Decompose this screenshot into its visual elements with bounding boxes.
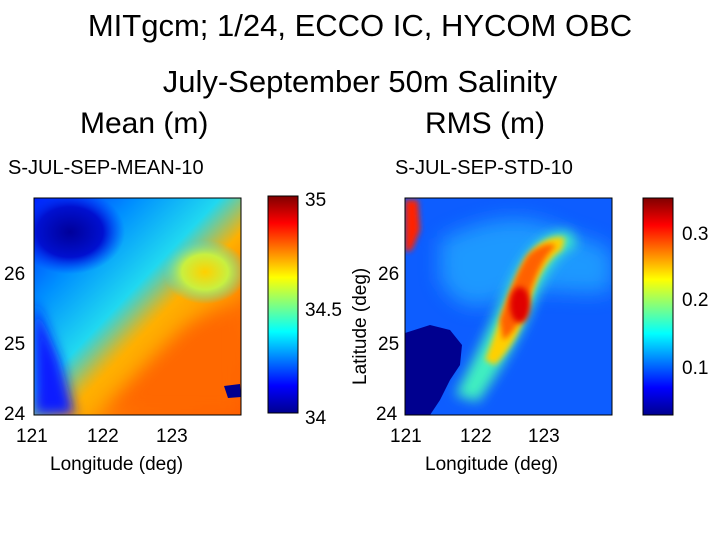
std-cbar-tick-0-2: 0.2	[682, 290, 708, 311]
std-land	[405, 325, 462, 415]
std-front-peak	[510, 287, 530, 323]
std-cbar-tick-0-1: 0.1	[682, 358, 708, 379]
std-ytick-24: 24	[376, 404, 398, 425]
std-plot-frame	[404, 197, 613, 416]
figure-title-line-2: July-September 50m Salinity	[162, 64, 558, 99]
mean-cbar-tick-34-5: 34.5	[305, 300, 342, 321]
mean-west-blue	[34, 300, 75, 415]
mean-cbar-tick-34: 34	[305, 408, 327, 429]
std-colorbar-ticks: 0.3 0.2 0.1	[682, 224, 708, 379]
mean-x-axis-label: Longitude (deg)	[50, 454, 183, 475]
mean-panel-title: S-JUL-SEP-MEAN-10	[8, 157, 204, 179]
mean-colorbar-ticks: 35 34.5 34	[305, 190, 342, 429]
mean-xtick-122: 122	[87, 426, 119, 447]
mean-heatmap	[34, 198, 241, 415]
mean-cbar-tick-35: 35	[305, 190, 326, 211]
mean-land	[224, 384, 241, 398]
std-ytick-26: 26	[378, 264, 399, 285]
mean-colorbar	[267, 195, 299, 414]
std-northwest-patch	[405, 200, 420, 252]
mean-xtick-123: 123	[156, 426, 188, 447]
mean-x-axis: 121 122 123 Longitude (deg)	[16, 426, 188, 475]
mean-cold-water	[34, 198, 125, 274]
std-y-axis: 26 25 24	[376, 264, 399, 425]
std-colorbar	[642, 197, 674, 416]
latitude-axis-label: Latitude (deg)	[350, 268, 371, 385]
std-heatmap	[405, 198, 612, 415]
std-ytick-25: 25	[378, 334, 399, 355]
std-x-axis: 121 122 123 Longitude (deg)	[390, 426, 560, 475]
mean-ytick-26: 26	[4, 264, 25, 285]
mean-ytick-25: 25	[4, 334, 25, 355]
mean-ytick-24: 24	[4, 404, 26, 425]
std-xtick-122: 122	[460, 426, 492, 447]
std-xtick-123: 123	[528, 426, 560, 447]
mean-plot-frame	[33, 197, 242, 416]
std-cbar-tick-0-3: 0.3	[682, 224, 708, 245]
mean-front-band	[60, 270, 241, 415]
mean-y-axis: 26 25 24	[4, 264, 26, 425]
std-panel-title: S-JUL-SEP-STD-10	[395, 157, 573, 179]
mean-eddy	[163, 240, 241, 304]
figure-title-line-1: MITgcm; 1/24, ECCO IC, HYCOM OBC	[87, 8, 633, 43]
std-xtick-121: 121	[390, 426, 422, 447]
mean-warm-water	[95, 290, 241, 415]
std-x-axis-label: Longitude (deg)	[425, 454, 558, 475]
rms-column-label: RMS (m)	[425, 107, 545, 140]
mean-column-label: Mean (m)	[80, 107, 209, 140]
mean-xtick-121: 121	[16, 426, 48, 447]
